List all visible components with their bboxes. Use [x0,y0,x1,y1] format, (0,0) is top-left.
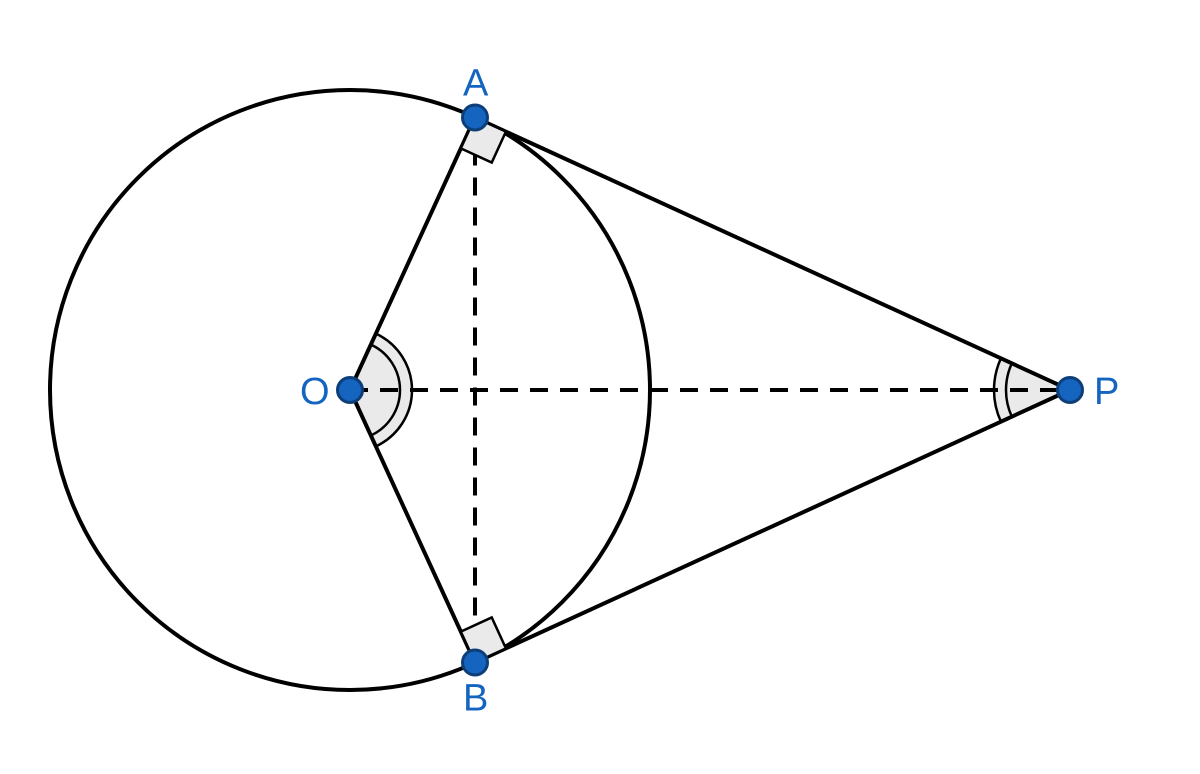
segment-PB [475,390,1070,663]
label-O: O [300,371,330,413]
point-O [338,378,363,403]
segment-OB [350,390,475,663]
point-P [1058,378,1083,403]
segments-layer [350,118,1070,663]
label-B: B [463,678,488,720]
segment-PA [475,118,1070,391]
label-A: A [463,63,489,105]
label-P: P [1094,371,1119,413]
geometry-diagram: O P A B [0,0,1200,774]
point-B [463,650,488,675]
segment-OA [350,118,475,391]
point-A [463,105,488,130]
